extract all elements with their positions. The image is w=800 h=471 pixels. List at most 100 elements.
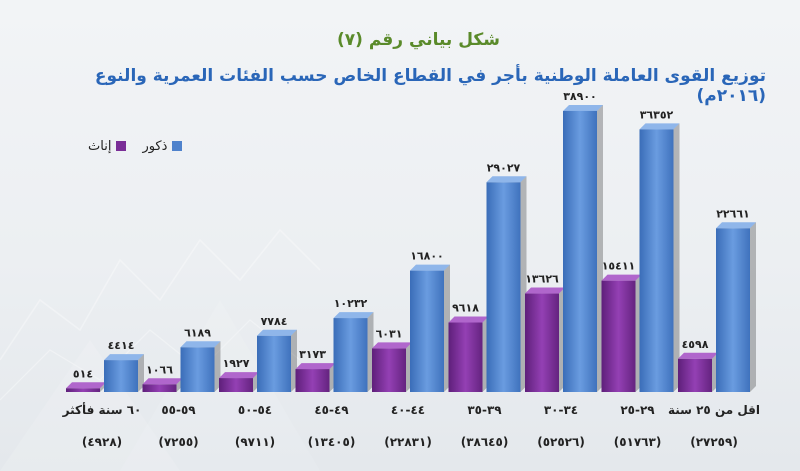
value-label-female-4: ٦٠٣١ xyxy=(376,327,403,340)
bar-female-7-face xyxy=(601,280,636,392)
category-label-0: ٦٠ سنة فأكثر xyxy=(62,402,142,417)
bar-female-3-face xyxy=(295,369,330,392)
bar-male-1-face xyxy=(180,347,215,392)
value-label-female-7: ١٥٤١١ xyxy=(602,260,636,273)
chart-title: توزيع القوى العاملة الوطنية بأجر في القط… xyxy=(94,66,766,106)
bar-female-1 xyxy=(142,378,183,392)
bar-female-3-top xyxy=(295,363,336,370)
bar-male-8-face xyxy=(716,228,750,392)
bar-male-3-face xyxy=(333,318,368,392)
bar-female-7-top xyxy=(601,274,642,281)
bar-male-6-top xyxy=(563,104,603,111)
category-label-8: اقل من ٢٥ سنة xyxy=(668,403,760,417)
bar-male-2-face xyxy=(257,335,291,392)
bar-male-0-top xyxy=(104,354,144,361)
legend-swatch-female xyxy=(116,141,127,151)
bar-male-1 xyxy=(180,341,221,392)
bar-female-4-top xyxy=(372,342,412,349)
value-label-male-8: ٢٢٦٦١ xyxy=(716,207,750,220)
category-label-3: ٤٩-٤٥ xyxy=(314,403,349,417)
bar-male-7-face xyxy=(639,129,674,392)
category-label-5: ٣٩-٣٥ xyxy=(467,403,502,417)
category-label-1: ٥٩-٥٥ xyxy=(161,403,196,417)
bar-female-3 xyxy=(295,363,336,392)
bar-male-2 xyxy=(257,329,297,392)
bar-female-5-face xyxy=(448,322,483,392)
category-total-1: (٧٢٥٥) xyxy=(158,435,198,449)
legend-label-male: ذكور xyxy=(142,138,168,154)
bars-group: ٥١٤ ٤٤١٤ ١٠٦٦ ٦١٨٩ ١٩٢٧ ٧٧٨٤ ٣١٧٣ ١٠٢٣٢ ٦٠٣١ ١٦٨٠… xyxy=(66,90,756,392)
figure-number: شكل بياني رقم (٧) xyxy=(336,30,500,50)
bar-female-4 xyxy=(372,342,412,392)
bar-female-1-face xyxy=(142,384,177,392)
bar-female-8-face xyxy=(678,358,712,392)
bar-male-0 xyxy=(104,354,144,392)
bar-female-5 xyxy=(448,316,489,392)
value-label-male-0: ٤٤١٤ xyxy=(108,339,135,352)
bar-female-4-face xyxy=(372,348,406,392)
category-total-8: (٢٧٢٥٩) xyxy=(690,435,738,449)
value-label-female-6: ١٣٦٢٦ xyxy=(525,273,559,286)
legend-swatch-male xyxy=(172,141,183,151)
value-label-female-5: ٩٦١٨ xyxy=(452,302,479,315)
bar-female-0 xyxy=(66,382,106,392)
bar-female-0-face xyxy=(66,388,100,392)
value-label-female-1: ١٠٦٦ xyxy=(146,363,173,376)
bar-female-8-top xyxy=(678,352,718,359)
bar-male-7 xyxy=(639,123,680,392)
bar-female-1-top xyxy=(142,378,183,385)
category-total-7: (٥١٧٦٣) xyxy=(614,435,662,449)
bar-female-6-top xyxy=(525,287,565,294)
value-label-male-1: ٦١٨٩ xyxy=(184,326,211,339)
bar-male-7-side xyxy=(673,123,680,392)
category-total-6: (٥٢٥٢٦) xyxy=(537,435,585,449)
value-label-male-3: ١٠٢٣٢ xyxy=(334,297,368,310)
value-label-female-8: ٤٥٩٨ xyxy=(682,338,709,351)
bar-female-0-top xyxy=(66,382,106,389)
value-label-male-6: ٣٨٩٠٠ xyxy=(563,90,597,103)
bar-male-0-side xyxy=(138,354,144,392)
bar-female-7 xyxy=(601,274,642,392)
bar-male-6 xyxy=(563,104,603,392)
bar-female-2 xyxy=(219,372,259,392)
bar-female-5-top xyxy=(448,316,489,323)
category-total-5: (٣٨٦٤٥) xyxy=(461,435,509,449)
bar-male-8-side xyxy=(750,222,756,392)
bar-female-8 xyxy=(678,352,718,392)
bar-male-1-top xyxy=(180,341,221,348)
bar-male-5 xyxy=(486,176,527,392)
legend-label-female: إناث xyxy=(88,138,112,154)
bar-male-5-top xyxy=(486,176,527,183)
category-total-4: (٢٢٨٣١) xyxy=(384,435,432,449)
value-label-male-7: ٣٦٣٥٢ xyxy=(640,108,674,121)
category-label-7: ٢٩-٢٥ xyxy=(620,403,655,417)
bar-male-2-top xyxy=(257,329,297,336)
bar-female-2-top xyxy=(219,372,259,379)
value-label-male-5: ٢٩٠٢٧ xyxy=(487,161,521,174)
category-total-0: (٤٩٢٨) xyxy=(82,435,122,449)
value-label-female-2: ١٩٢٧ xyxy=(223,357,250,370)
bar-female-6-face xyxy=(525,293,559,392)
value-label-male-2: ٧٧٨٤ xyxy=(261,315,288,328)
bar-male-3 xyxy=(333,312,374,392)
value-label-female-0: ٥١٤ xyxy=(73,367,93,380)
bar-male-5-face xyxy=(486,182,521,392)
category-label-6: ٣٤-٣٠ xyxy=(544,403,578,417)
bar-male-0-face xyxy=(104,360,138,392)
legend-item-female: إناث xyxy=(88,138,127,154)
bar-male-6-face xyxy=(563,110,597,392)
bar-male-3-top xyxy=(333,312,374,319)
category-label-2: ٥٤-٥٠ xyxy=(238,403,272,417)
bar-male-7-top xyxy=(639,123,680,130)
value-label-female-3: ٣١٧٣ xyxy=(299,348,326,361)
category-label-4: ٤٤-٤٠ xyxy=(391,403,425,417)
bar-female-2-face xyxy=(219,378,253,392)
category-total-3: (١٣٤٠٥) xyxy=(308,435,356,449)
bar-male-8-top xyxy=(716,222,756,229)
value-label-male-4: ١٦٨٠٠ xyxy=(410,250,444,263)
legend: ذكور إناث xyxy=(78,136,183,156)
bar-male-8 xyxy=(716,222,756,392)
bar-male-4 xyxy=(410,264,450,392)
